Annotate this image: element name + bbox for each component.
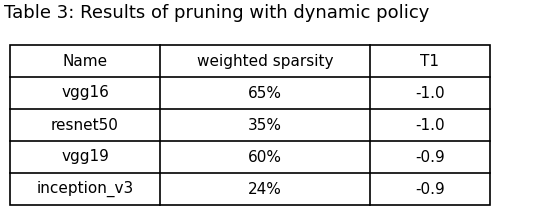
Text: Table 3: Results of pruning with dynamic policy: Table 3: Results of pruning with dynamic…: [4, 4, 429, 22]
Text: 65%: 65%: [248, 85, 282, 101]
Text: Name: Name: [62, 54, 108, 68]
Text: -0.9: -0.9: [415, 181, 445, 197]
Text: 35%: 35%: [248, 118, 282, 133]
Text: inception_v3: inception_v3: [36, 181, 133, 197]
Text: T1: T1: [421, 54, 440, 68]
Text: -1.0: -1.0: [415, 118, 445, 133]
Text: 60%: 60%: [248, 150, 282, 164]
Text: resnet50: resnet50: [51, 118, 119, 133]
Text: vgg19: vgg19: [61, 150, 109, 164]
Text: 24%: 24%: [248, 181, 282, 197]
Text: -0.9: -0.9: [415, 150, 445, 164]
Text: vgg16: vgg16: [61, 85, 109, 101]
Text: weighted sparsity: weighted sparsity: [197, 54, 333, 68]
Text: -1.0: -1.0: [415, 85, 445, 101]
